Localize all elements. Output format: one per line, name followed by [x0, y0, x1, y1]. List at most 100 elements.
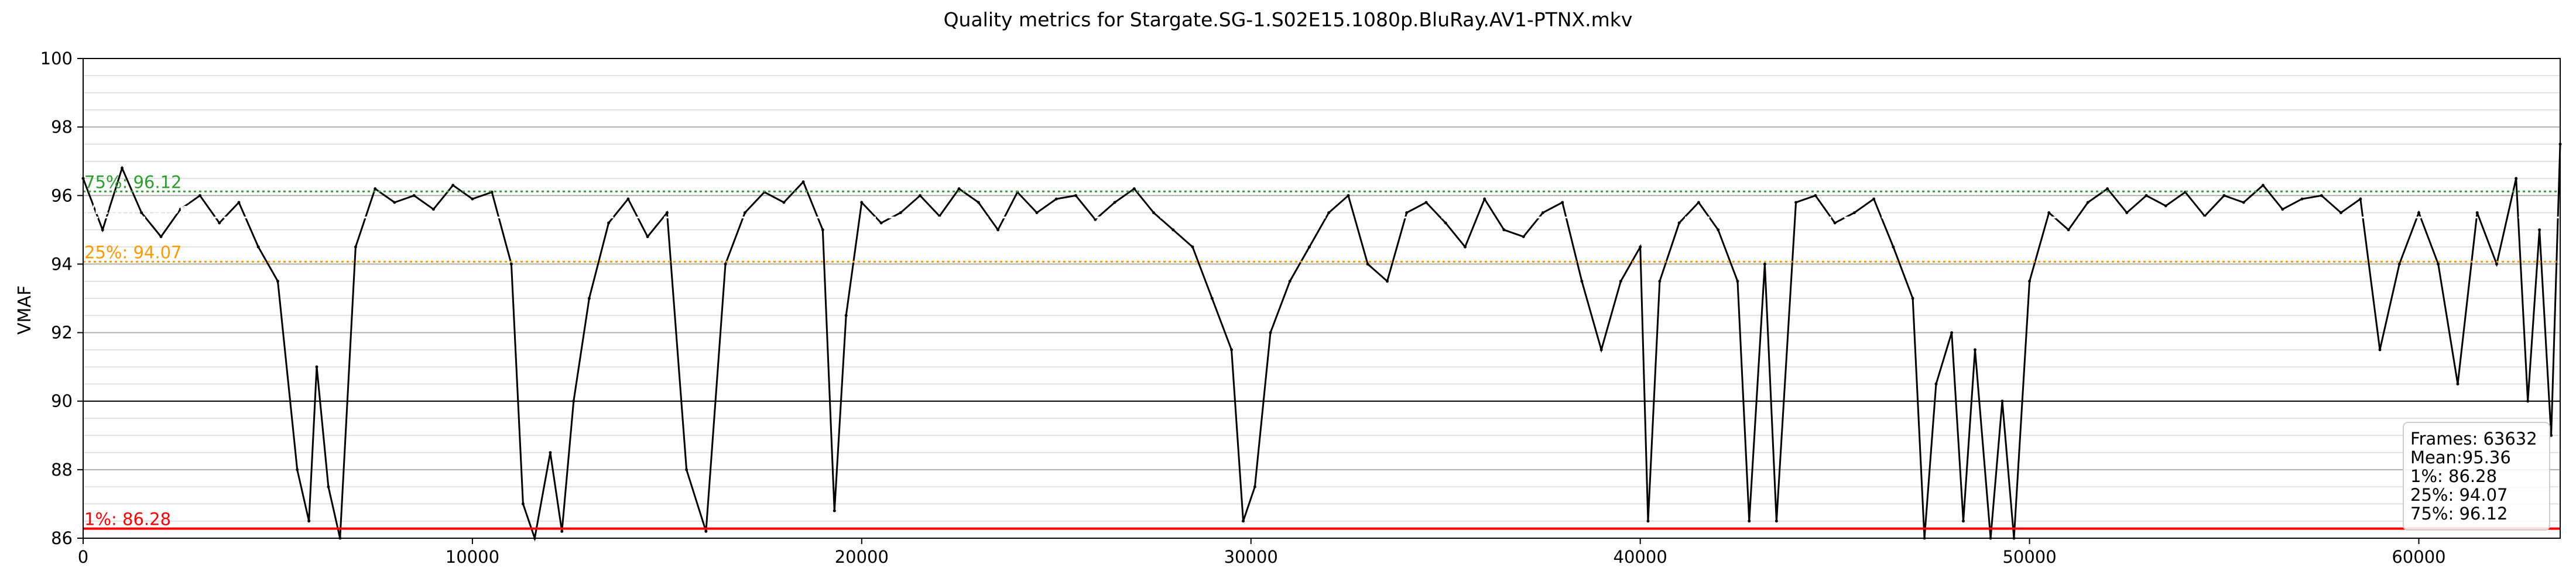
reference-line-label: 25%: 94.07: [84, 242, 181, 262]
series-point: [354, 245, 357, 249]
series-point: [1132, 187, 1136, 191]
series-vmaf: [81, 142, 2562, 542]
series-point: [560, 529, 564, 533]
x-tick-label: 30000: [1224, 547, 1278, 567]
series-point: [2262, 184, 2265, 187]
series-point: [1658, 280, 1662, 283]
series-point: [237, 201, 241, 204]
series-point: [1366, 262, 1369, 266]
series-point: [1035, 211, 1039, 215]
series-point: [549, 451, 552, 455]
stats-line: 75%: 96.12: [2410, 504, 2508, 524]
series-point: [1763, 262, 1766, 266]
series-point: [1347, 194, 1350, 197]
y-tick-label: 94: [51, 254, 73, 274]
series-point: [412, 194, 416, 197]
series-point: [1833, 221, 1837, 225]
series-point: [2106, 187, 2109, 191]
series-point: [1094, 218, 1097, 221]
series-point: [431, 208, 435, 211]
series-point: [101, 228, 104, 232]
series-point: [665, 211, 669, 215]
y-tick-label: 98: [51, 117, 73, 137]
series-point: [1872, 197, 1876, 201]
series-point: [1054, 197, 1058, 201]
series-point: [2125, 211, 2129, 215]
series-point: [2242, 201, 2245, 204]
series-point: [1619, 280, 1622, 283]
stats-box-frame: [2403, 422, 2550, 531]
series-point: [1074, 194, 1077, 197]
series-point: [296, 468, 299, 472]
stats-line: Frames: 63632: [2410, 429, 2537, 449]
series-point: [1242, 519, 1245, 523]
series-point: [685, 468, 688, 472]
series-point: [2456, 382, 2459, 386]
series-point: [1962, 519, 1965, 523]
stats-line: 1%: 86.28: [2410, 466, 2497, 486]
series-point: [218, 221, 221, 225]
series-point: [2397, 262, 2401, 266]
series-point: [315, 365, 318, 369]
series-point: [1464, 245, 1467, 249]
x-tick-label: 50000: [2002, 547, 2056, 567]
series-point: [2417, 211, 2420, 215]
series-point: [2281, 208, 2284, 211]
series-point: [1892, 245, 1895, 249]
series-point: [2550, 433, 2553, 437]
plot-frame: [83, 58, 2561, 539]
series-point: [2515, 177, 2518, 180]
series-point: [1852, 211, 1856, 215]
series-point: [471, 197, 474, 201]
axis-ticks: 0 10000 20000 30000 40000 50000 60000 86 88 90 92 9…: [40, 49, 2446, 567]
series-point: [1522, 235, 1525, 239]
chart-title: Quality metrics for Stargate.SG-1.S02E15…: [944, 8, 1633, 31]
series-point: [1794, 201, 1798, 204]
series-point: [256, 245, 260, 249]
y-tick-label: 86: [51, 528, 73, 548]
series-point: [393, 201, 396, 204]
series-point: [1580, 280, 1584, 283]
y-tick-label: 100: [40, 49, 73, 68]
series-point: [1288, 280, 1292, 283]
series-point: [1934, 382, 1938, 386]
series-point: [509, 262, 513, 266]
series-point: [2538, 228, 2541, 232]
series-point: [1308, 245, 1311, 249]
y-axis-label: VMAF: [15, 285, 35, 335]
series-point: [451, 184, 455, 187]
series-line: [82, 144, 2561, 542]
series-point: [2222, 194, 2226, 197]
series-point: [1253, 485, 1256, 488]
series-point: [1950, 331, 1954, 335]
series-point: [276, 280, 279, 283]
series-point: [2475, 211, 2479, 215]
y-tick-label: 88: [51, 460, 73, 480]
series-point: [121, 166, 124, 170]
series-point: [704, 529, 708, 533]
series-point: [1717, 228, 1720, 232]
series-point: [1639, 245, 1642, 249]
series-point: [2047, 211, 2051, 215]
series-point: [1974, 348, 1976, 352]
series-point: [1599, 348, 1603, 352]
stats-line: Mean:95.36: [2410, 448, 2511, 467]
series-point: [1483, 197, 1486, 201]
series-point: [1386, 280, 1389, 283]
series-point: [1230, 348, 1233, 352]
series-point: [521, 502, 525, 505]
y-tick-label: 90: [51, 391, 73, 411]
series-point: [2339, 211, 2342, 215]
series-point: [996, 228, 1000, 232]
x-tick-label: 10000: [446, 547, 499, 567]
x-tick-label: 60000: [2392, 547, 2445, 567]
x-tick-label: 20000: [835, 547, 889, 567]
x-tick-label: 0: [78, 547, 88, 567]
reference-line-label: Mean: 95.36: [84, 198, 190, 218]
series-point: [1646, 519, 1650, 523]
series-point: [833, 509, 836, 512]
series-point: [587, 297, 591, 300]
series-point: [1444, 221, 1447, 225]
